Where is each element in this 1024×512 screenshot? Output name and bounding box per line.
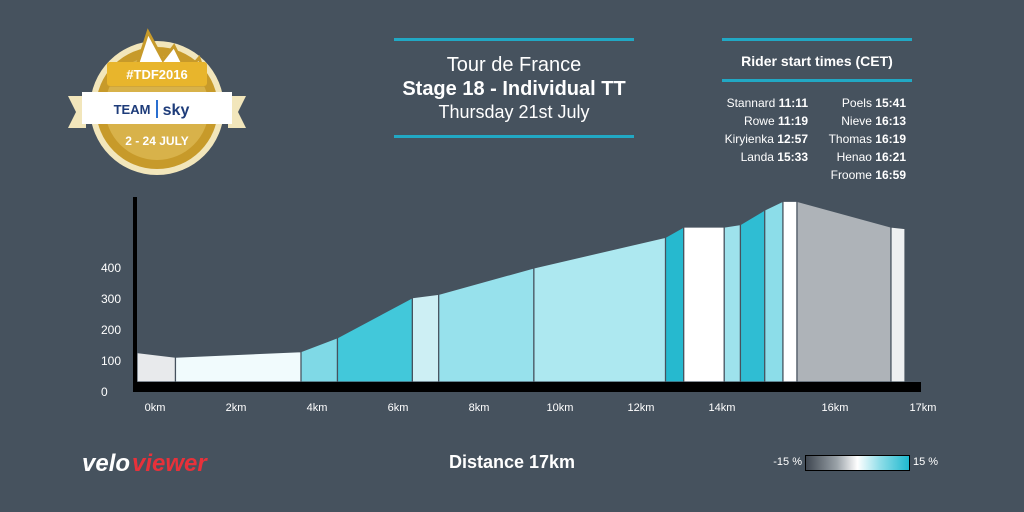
start-times-right-column: Poels 15:41 Nieve 16:13 Thomas 16:19 Hen… <box>808 94 906 184</box>
x-tick-label: 17km <box>910 402 937 414</box>
profile-segment <box>764 200 784 383</box>
profile-segment <box>782 200 798 383</box>
profile-segment <box>533 236 667 383</box>
y-tick-label: 300 <box>101 292 121 306</box>
x-tick-label: 12km <box>628 402 655 414</box>
veloviewer-logo: velo viewer <box>82 450 208 477</box>
ribbon-right-tail <box>228 96 246 128</box>
x-tick-label: 8km <box>469 402 490 414</box>
header-top-rule <box>394 38 634 41</box>
race-title: Tour de France <box>446 54 582 76</box>
logo-viewer: viewer <box>132 450 208 477</box>
logo-velo: velo <box>82 450 130 477</box>
y-tick-label: 100 <box>101 354 121 368</box>
x-tick-label: 16km <box>822 402 849 414</box>
tdf-badge: #TDF2016 TEAM sky 2 - 24 JULY <box>68 28 246 175</box>
profile-segment <box>683 226 725 383</box>
x-tick-label: 14km <box>709 402 736 414</box>
profile-segment <box>411 293 440 383</box>
profile-segment <box>723 223 742 383</box>
profile-segment <box>300 336 339 383</box>
badge-dates: 2 - 24 JULY <box>125 134 189 148</box>
y-tick-label: 200 <box>101 323 121 337</box>
profile-segment <box>664 225 685 383</box>
x-tick-label: 10km <box>547 402 574 414</box>
start-times-bottom-rule <box>722 79 912 82</box>
profile-segment <box>739 208 766 383</box>
rider-row: Landa 15:33 <box>740 150 808 164</box>
y-axis-ticks: 0 100 200 300 400 <box>101 261 121 399</box>
rider-row: Kiryienka 12:57 <box>724 132 808 146</box>
rider-row: Nieve 16:13 <box>841 114 906 128</box>
profile-segment <box>796 200 892 383</box>
x-tick-label: 0km <box>145 402 166 414</box>
rider-row: Rowe 11:19 <box>743 114 808 128</box>
badge-team: TEAM <box>114 102 151 117</box>
legend-gradient-bar <box>805 455 910 471</box>
stage-date: Thursday 21st July <box>438 102 590 122</box>
x-axis-line <box>133 382 921 392</box>
profile-segment <box>136 351 177 383</box>
x-tick-label: 2km <box>226 402 247 414</box>
start-times-left-column: Stannard 11:11 Rowe 11:19 Kiryienka 12:5… <box>716 94 808 166</box>
start-times-title: Rider start times (CET) <box>741 53 893 69</box>
badge-hashtag: #TDF2016 <box>126 67 187 82</box>
rider-row: Stannard 11:11 <box>726 96 808 110</box>
y-axis-line <box>133 197 137 392</box>
y-tick-label: 0 <box>101 385 108 399</box>
start-times-top-rule <box>722 38 912 41</box>
rider-row: Henao 16:21 <box>836 150 906 164</box>
header-bottom-rule <box>394 135 634 138</box>
badge-brand: sky <box>163 102 190 119</box>
profile-segment <box>890 226 906 383</box>
x-axis-ticks: 0km 2km 4km 6km 8km 10km 12km 14km 16km 17km <box>145 402 937 414</box>
start-times-grid: Stannard 11:11 Rowe 11:19 Kiryienka 12:5… <box>722 94 912 194</box>
y-tick-label: 400 <box>101 261 121 275</box>
gradient-legend: -15 % 15 % <box>770 454 940 472</box>
profile-segment <box>336 296 413 383</box>
stage-title: Stage 18 - Individual TT <box>402 78 626 100</box>
legend-min-label: -15 % <box>773 456 802 468</box>
stage-header: Tour de France Stage 18 - Individual TT … <box>394 38 634 138</box>
profile-segments <box>136 200 906 383</box>
rider-row: Poels 15:41 <box>841 96 906 110</box>
hashtag-plate <box>107 62 207 86</box>
start-times-panel: Rider start times (CET) Stannard 11:11 R… <box>722 38 912 194</box>
distance-label: Distance 17km <box>448 452 576 472</box>
profile-segment <box>174 350 302 383</box>
profile-segment <box>438 267 535 383</box>
x-tick-label: 6km <box>388 402 409 414</box>
rider-row: Froome 16:59 <box>830 168 906 182</box>
ribbon-left-tail <box>68 96 86 128</box>
rider-row: Thomas 16:19 <box>828 132 906 146</box>
x-tick-label: 4km <box>307 402 328 414</box>
legend-max-label: 15 % <box>913 456 939 468</box>
